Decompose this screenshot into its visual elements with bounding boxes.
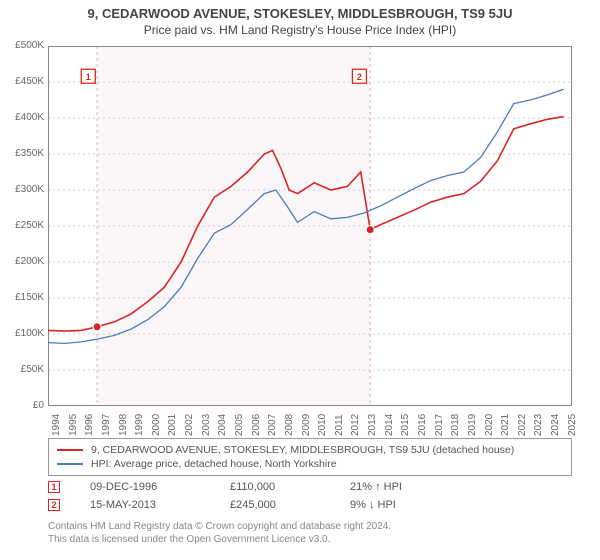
x-tick-label: 2006 xyxy=(251,414,262,436)
x-tick-label: 1994 xyxy=(51,414,62,436)
y-tick-label: £350K xyxy=(0,148,44,159)
x-tick-label: 2004 xyxy=(217,414,228,436)
event-price-2: £245,000 xyxy=(230,499,320,511)
event-marker-2-icon: 2 xyxy=(48,499,60,511)
x-tick-label: 2020 xyxy=(484,414,495,436)
chart-title: 9, CEDARWOOD AVENUE, STOKESLEY, MIDDLESB… xyxy=(0,0,600,21)
events-table: 1 09-DEC-1996 £110,000 21% ↑ HPI 2 15-MA… xyxy=(48,478,572,514)
y-tick-label: £300K xyxy=(0,184,44,195)
x-tick-label: 2010 xyxy=(317,414,328,436)
legend-swatch-blue xyxy=(57,463,83,465)
event-date-2: 15-MAY-2013 xyxy=(90,499,200,511)
x-tick-label: 1998 xyxy=(118,414,129,436)
event-delta-1: 21% ↑ HPI xyxy=(350,481,402,493)
event-delta-2: 9% ↓ HPI xyxy=(350,499,396,511)
x-tick-label: 2013 xyxy=(367,414,378,436)
legend-item-red: 9, CEDARWOOD AVENUE, STOKESLEY, MIDDLESB… xyxy=(57,443,563,457)
footer: Contains HM Land Registry data © Crown c… xyxy=(48,520,391,546)
y-tick-label: £100K xyxy=(0,328,44,339)
x-tick-label: 2023 xyxy=(533,414,544,436)
y-tick-label: £500K xyxy=(0,40,44,51)
x-tick-label: 1997 xyxy=(101,414,112,436)
event-date-1: 09-DEC-1996 xyxy=(90,481,200,493)
y-tick-label: £50K xyxy=(0,364,44,375)
y-tick-label: £0 xyxy=(0,400,44,411)
x-tick-label: 2017 xyxy=(434,414,445,436)
legend: 9, CEDARWOOD AVENUE, STOKESLEY, MIDDLESB… xyxy=(48,438,572,476)
x-tick-label: 1996 xyxy=(84,414,95,436)
x-tick-label: 2021 xyxy=(500,414,511,436)
footer-line-1: Contains HM Land Registry data © Crown c… xyxy=(48,520,391,533)
event-row-1: 1 09-DEC-1996 £110,000 21% ↑ HPI xyxy=(48,478,572,496)
y-tick-label: £250K xyxy=(0,220,44,231)
x-tick-label: 2015 xyxy=(400,414,411,436)
chart-svg: 12 xyxy=(48,46,572,406)
x-tick-label: 2002 xyxy=(184,414,195,436)
y-tick-label: £200K xyxy=(0,256,44,267)
event-row-2: 2 15-MAY-2013 £245,000 9% ↓ HPI xyxy=(48,496,572,514)
legend-swatch-red xyxy=(57,449,83,451)
x-tick-label: 2000 xyxy=(151,414,162,436)
x-tick-label: 2014 xyxy=(384,414,395,436)
x-tick-label: 2016 xyxy=(417,414,428,436)
footer-line-2: This data is licensed under the Open Gov… xyxy=(48,533,391,546)
x-tick-label: 2018 xyxy=(450,414,461,436)
event-price-1: £110,000 xyxy=(230,481,320,493)
legend-label-red: 9, CEDARWOOD AVENUE, STOKESLEY, MIDDLESB… xyxy=(91,444,514,456)
event-marker-1-icon: 1 xyxy=(48,481,60,493)
x-tick-label: 2024 xyxy=(550,414,561,436)
svg-text:2: 2 xyxy=(357,72,362,82)
y-tick-label: £400K xyxy=(0,112,44,123)
x-tick-label: 2009 xyxy=(301,414,312,436)
x-tick-label: 2019 xyxy=(467,414,478,436)
x-tick-label: 2007 xyxy=(267,414,278,436)
x-tick-label: 2022 xyxy=(517,414,528,436)
x-tick-label: 2011 xyxy=(334,414,345,436)
x-tick-label: 2012 xyxy=(350,414,361,436)
chart-area: 12 xyxy=(48,46,572,406)
legend-label-blue: HPI: Average price, detached house, Nort… xyxy=(91,458,337,470)
x-tick-label: 1999 xyxy=(134,414,145,436)
legend-item-blue: HPI: Average price, detached house, Nort… xyxy=(57,457,563,471)
y-tick-label: £150K xyxy=(0,292,44,303)
x-tick-label: 2008 xyxy=(284,414,295,436)
chart-subtitle: Price paid vs. HM Land Registry's House … xyxy=(0,21,600,37)
svg-text:1: 1 xyxy=(86,72,91,82)
x-tick-label: 2025 xyxy=(567,414,578,436)
x-tick-label: 2003 xyxy=(201,414,212,436)
x-tick-label: 2005 xyxy=(234,414,245,436)
x-tick-label: 1995 xyxy=(68,414,79,436)
y-tick-label: £450K xyxy=(0,76,44,87)
x-tick-label: 2001 xyxy=(167,414,178,436)
